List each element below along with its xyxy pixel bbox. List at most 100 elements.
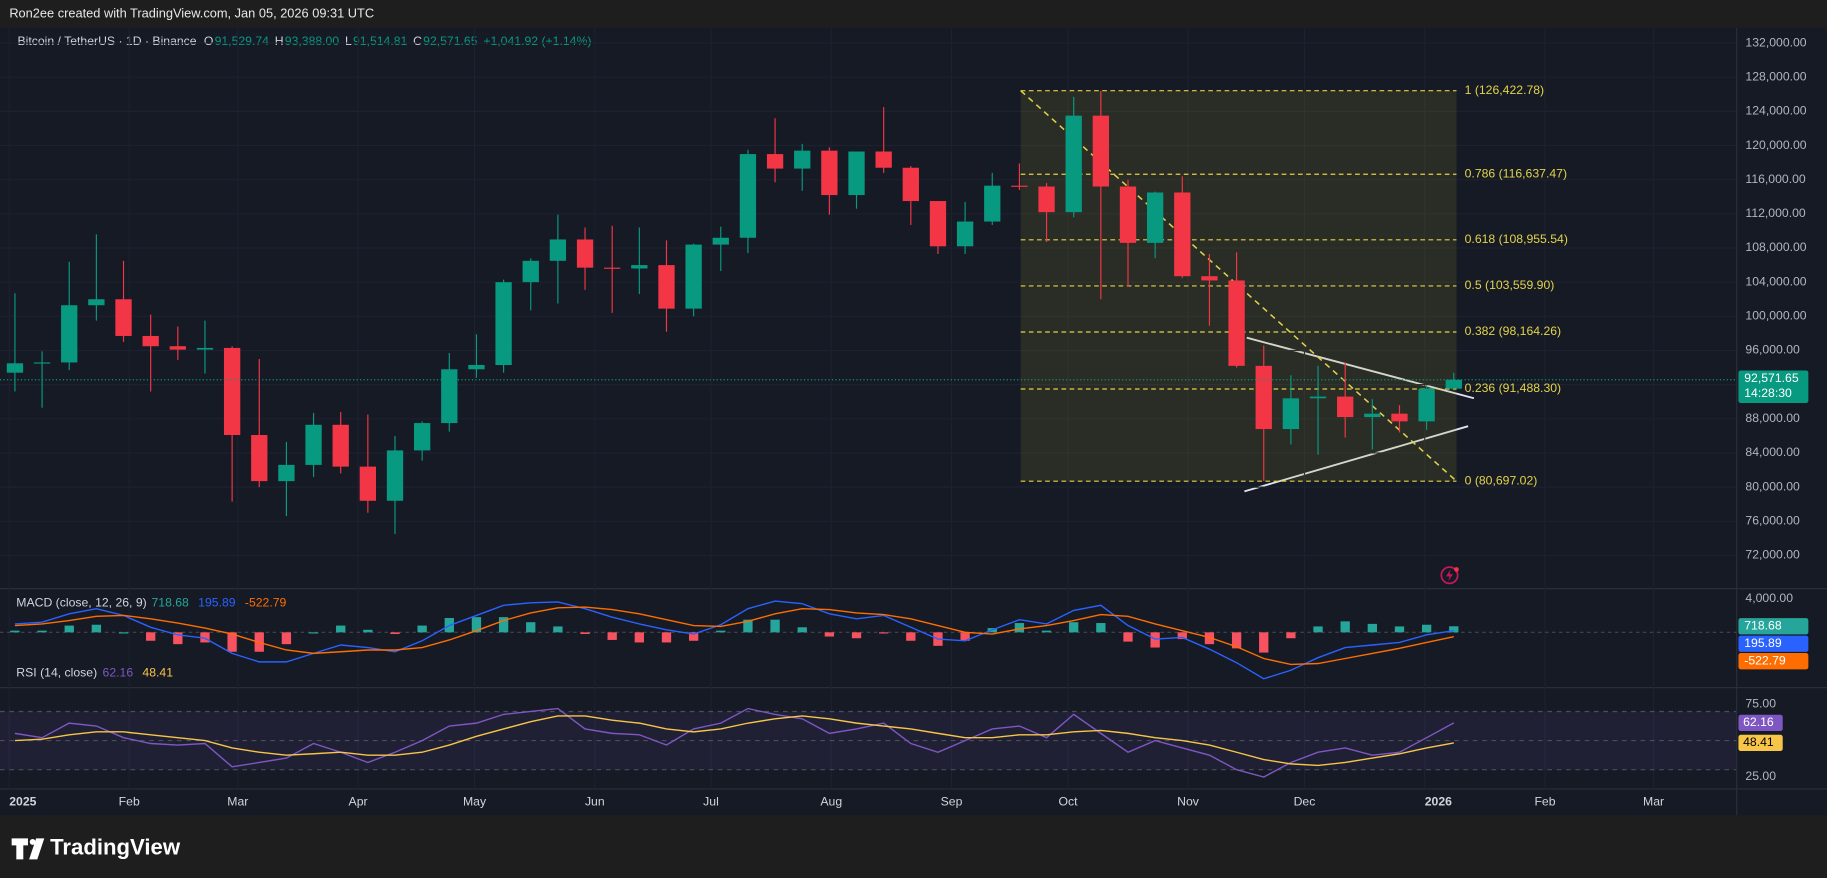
candle-body <box>1391 413 1408 422</box>
candle-body <box>739 154 757 238</box>
alert-dot[interactable] <box>1454 567 1459 572</box>
ohlc-value: 93,388.00 <box>285 34 340 48</box>
candle-body <box>848 151 865 196</box>
macd-histogram-bar <box>1313 626 1323 633</box>
macd-histogram-bar <box>1340 621 1350 633</box>
macd-histogram-bar <box>1449 626 1459 633</box>
macd-value-label: 195.89 <box>1744 636 1782 650</box>
candle-body <box>142 335 159 347</box>
fib-level-label: 0.382 (98,164.26) <box>1465 324 1561 338</box>
rsi-value-label: 62.16 <box>1743 715 1774 729</box>
candle-body <box>223 347 241 436</box>
support-trendline <box>1244 425 1469 493</box>
candle-body <box>766 154 784 169</box>
macd-histogram-bar <box>471 617 482 633</box>
x-tick-label: Mar <box>227 795 248 809</box>
y-tick-label: 108,000.00 <box>1745 240 1806 254</box>
candle-body <box>929 201 947 247</box>
rsi-value-label: 48.41 <box>1743 735 1774 749</box>
macd-histogram-bar <box>336 625 346 633</box>
macd-histogram-bar <box>37 630 47 633</box>
x-tick-label: Jun <box>585 795 605 809</box>
last-price-label: 92,571.65 <box>1744 371 1799 385</box>
rsi-line <box>14 715 1454 767</box>
macd-histogram-bar <box>146 632 156 641</box>
candle-body <box>1337 396 1354 418</box>
alert-icon[interactable] <box>1440 566 1459 585</box>
macd-histogram-bar <box>743 619 753 633</box>
rsi-tick-label: 25.00 <box>1745 769 1776 783</box>
macd-histogram-bar <box>1014 623 1025 633</box>
candle-body <box>88 299 105 306</box>
macd-histogram-bar <box>580 632 590 635</box>
macd-histogram-bar <box>1041 630 1052 633</box>
candle-body <box>956 221 974 247</box>
macd-histogram-bar <box>64 625 74 633</box>
candle-body <box>685 244 702 309</box>
macd-value-box <box>1738 635 1809 652</box>
macd-histogram-bar <box>1394 626 1405 633</box>
rsi-tick-label: 75.00 <box>1745 696 1776 710</box>
macd-histogram-bar <box>1259 632 1269 653</box>
candle-body <box>1418 388 1435 422</box>
x-tick-label: 2025 <box>9 795 36 809</box>
candle-body <box>522 260 539 283</box>
logo-mark[interactable] <box>11 838 28 860</box>
x-tick-label: Aug <box>820 795 842 809</box>
ohlc-value: 91,514.81 <box>353 34 408 48</box>
logo-mark[interactable] <box>29 838 45 860</box>
candle-body <box>1065 115 1082 213</box>
macd-histogram-bar <box>1069 622 1079 633</box>
logo-mark[interactable] <box>29 838 36 845</box>
y-tick-label: 88,000.00 <box>1745 411 1800 425</box>
macd-histogram-bar <box>1204 632 1215 645</box>
macd-histogram-bar <box>10 630 20 633</box>
y-tick-label: 124,000.00 <box>1745 104 1806 118</box>
macd-value-label: 718.68 <box>1744 619 1782 633</box>
candle-body <box>1119 186 1137 243</box>
candle-body <box>169 346 186 350</box>
countdown: 14:28:30 <box>1744 386 1792 400</box>
candle-body <box>1092 115 1110 187</box>
macd-histogram-bar <box>200 632 210 643</box>
macd-histogram-bar <box>716 630 726 633</box>
candle-body <box>1011 185 1028 187</box>
price-change: +1,041.92 (+1.14%) <box>483 34 591 48</box>
y-tick-label: 80,000.00 <box>1745 479 1800 493</box>
macd-histogram-bar <box>1123 632 1133 642</box>
macd-histogram-bar <box>1286 632 1296 639</box>
candle-body <box>902 167 919 202</box>
last-price-box <box>1738 370 1809 404</box>
y-tick-label: 132,000.00 <box>1745 35 1806 49</box>
y-tick-label: 100,000.00 <box>1745 309 1806 323</box>
y-tick-label: 72,000.00 <box>1745 548 1800 562</box>
candle-body <box>1282 398 1300 430</box>
brand-name[interactable]: TradingView <box>50 835 181 860</box>
brand-logo[interactable]: TradingView <box>11 835 181 860</box>
chart-background <box>0 27 1827 816</box>
x-tick-label: Sep <box>941 795 963 809</box>
candle-body <box>61 305 78 363</box>
candle-body <box>495 282 512 365</box>
macd-histogram-bar <box>851 632 862 639</box>
y-tick-label: 76,000.00 <box>1745 514 1800 528</box>
x-tick-label: Feb <box>119 795 140 809</box>
x-tick-label: Feb <box>1534 795 1555 809</box>
fib-level-label: 0.786 (116,637.47) <box>1465 166 1567 180</box>
macd-legend-value: -522.79 <box>245 595 287 609</box>
macd-histogram-bar <box>91 624 102 633</box>
alert-circle[interactable] <box>1440 566 1459 585</box>
alert-bolt[interactable] <box>1445 569 1453 582</box>
macd-histogram-bar <box>417 625 427 633</box>
candle-body <box>305 424 322 465</box>
y-tick-label: 120,000.00 <box>1745 138 1806 152</box>
macd-histogram-bar <box>281 632 292 645</box>
candle-body <box>1364 413 1381 418</box>
x-tick-label: Jul <box>703 795 719 809</box>
candle-body <box>6 363 24 373</box>
x-tick-label: 2026 <box>1425 795 1452 809</box>
ohlc-key: C <box>413 34 422 48</box>
candle-body <box>658 265 675 309</box>
